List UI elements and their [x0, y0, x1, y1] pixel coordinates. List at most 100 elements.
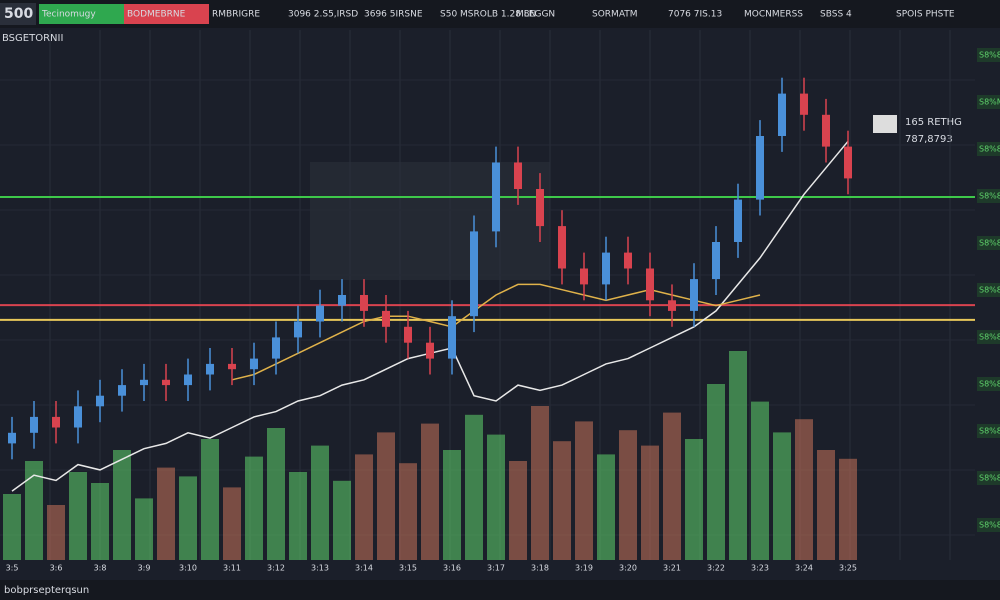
toolbar-tab: [39, 4, 124, 24]
volume-bar: [245, 456, 263, 560]
volume-bar: [135, 498, 153, 560]
toolbar-item: RMBRIGRE: [212, 10, 260, 20]
annotation-icon: [873, 115, 897, 133]
toolbar-item: S50 MSROLB 1.28 8N: [440, 10, 536, 20]
toolbar-item: 3096 2.S5,IRSD: [288, 10, 358, 20]
y-axis-label: S8%8: [979, 239, 1000, 248]
axis-label-box: [977, 377, 1000, 391]
toolbar-item: BODMEBRNE: [127, 10, 186, 20]
chart-title: BSGETORNII: [2, 33, 63, 44]
volume-bar: [685, 439, 703, 560]
x-tick-label: 3:9: [138, 564, 151, 573]
axis-label-box: [977, 48, 1000, 62]
volume-bar: [3, 494, 21, 560]
volume-bar: [465, 414, 483, 560]
volume-bar: [157, 467, 175, 560]
axis-label-box: [977, 471, 1000, 485]
candle-body: [558, 226, 566, 269]
axis-label-box: [977, 95, 1000, 109]
volume-bar: [355, 454, 373, 560]
x-tick-label: 3:24: [795, 564, 813, 573]
volume-bar: [729, 351, 747, 560]
volume-bar: [311, 445, 329, 560]
candle-body: [536, 189, 544, 227]
x-tick-label: 3:19: [575, 564, 593, 573]
toolbar-item: SORMATM: [592, 10, 638, 20]
volume-bar: [113, 450, 131, 560]
candle-body: [184, 374, 192, 386]
candle-body: [580, 268, 588, 285]
volume-bar: [817, 450, 835, 560]
volume-bar: [553, 441, 571, 560]
x-tick-label: 3:11: [223, 564, 241, 573]
volume-bar: [289, 472, 307, 560]
volume-bar: [751, 401, 769, 560]
x-tick-label: 3:13: [311, 564, 329, 573]
candle-body: [382, 310, 390, 327]
candle-body: [74, 406, 82, 428]
volume-bar: [201, 439, 219, 560]
candle-body: [228, 363, 236, 370]
toolbar-item: SBSS 4: [820, 10, 852, 20]
candle-body: [514, 162, 522, 189]
toolbar-item: MOCNMERSS: [744, 10, 803, 20]
candle-body: [712, 242, 720, 280]
volume-bar: [421, 423, 439, 560]
candle-body: [360, 295, 368, 311]
candle-body: [800, 93, 808, 115]
candle-body: [338, 295, 346, 306]
candle-body: [426, 342, 434, 359]
x-tick-label: 3:25: [839, 564, 857, 573]
candle-body: [250, 358, 258, 370]
candle-body: [822, 114, 830, 147]
footer-bar: [0, 580, 1000, 600]
candle-body: [734, 199, 742, 242]
x-tick-label: 3:12: [267, 564, 285, 573]
volume-bar: [531, 406, 549, 560]
candle-body: [602, 252, 610, 285]
axis-label-box: [977, 283, 1000, 297]
candle-body: [272, 337, 280, 359]
symbol: 500: [4, 6, 33, 22]
candle-body: [470, 231, 478, 317]
axis-label-box: [977, 189, 1000, 203]
footer: bobprsepterqsun: [4, 585, 89, 596]
y-axis-label: S8%8: [979, 51, 1000, 60]
x-tick-label: 3:17: [487, 564, 505, 573]
axis-label-box: [977, 424, 1000, 438]
volume-bar: [597, 454, 615, 560]
candle-body: [30, 416, 38, 433]
toolbar-item: SPOIS PHSTE: [896, 10, 955, 20]
x-tick-label: 3:16: [443, 564, 461, 573]
y-axis-label: S8%8: [979, 474, 1000, 483]
candle-body: [756, 136, 764, 200]
candle-body: [646, 268, 654, 301]
x-tick-label: 3:18: [531, 564, 549, 573]
y-axis-label: S8%8: [979, 427, 1000, 436]
y-axis-label: S8%8: [979, 145, 1000, 154]
candle-body: [140, 379, 148, 386]
volume-bar: [377, 432, 395, 560]
x-tick-label: 3:15: [399, 564, 417, 573]
y-axis-label: S8%8: [979, 286, 1000, 295]
x-tick-label: 3:8: [94, 564, 107, 573]
candle-body: [162, 379, 170, 386]
y-axis-label: S8%8: [979, 333, 1000, 342]
candle-body: [624, 252, 632, 269]
y-axis-label: S8%8: [979, 192, 1000, 201]
candle-body: [96, 395, 104, 407]
candle-body: [448, 316, 456, 359]
volume-bar: [223, 487, 241, 560]
axis-label-box: [977, 330, 1000, 344]
x-tick-label: 3:22: [707, 564, 725, 573]
candle-body: [844, 146, 852, 179]
x-tick-label: 3:21: [663, 564, 681, 573]
toolbar-item: 7076 7IS.13: [668, 10, 722, 20]
volume-bar: [839, 458, 857, 560]
axis-label-box: [977, 142, 1000, 156]
volume-bar: [91, 483, 109, 560]
candle-body: [404, 326, 412, 343]
volume-bar: [47, 505, 65, 560]
y-axis-label: S8%8: [979, 380, 1000, 389]
